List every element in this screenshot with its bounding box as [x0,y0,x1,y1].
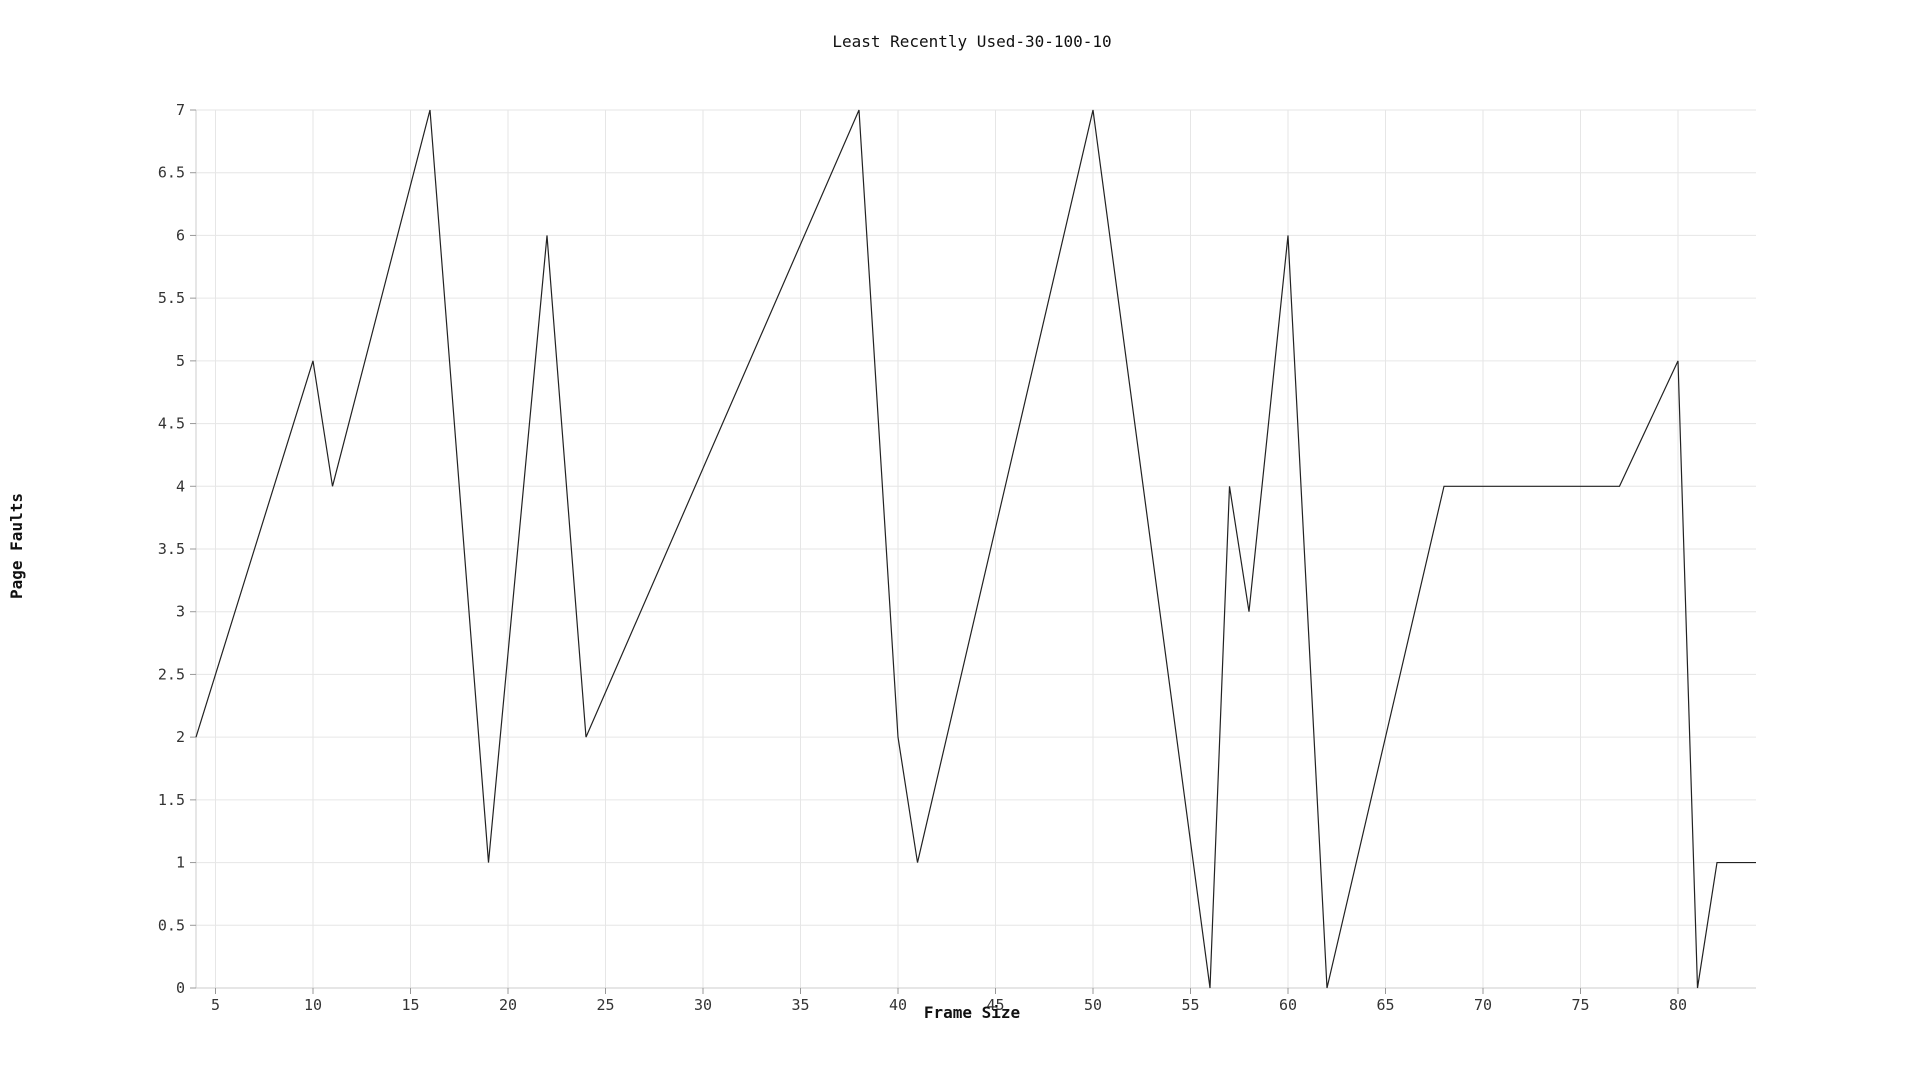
y-tick-label: 5.5 [158,289,185,307]
x-tick-label: 50 [1084,996,1102,1014]
y-tick-label: 3 [176,603,185,621]
x-tick-label: 30 [694,996,712,1014]
y-tick-label: 1.5 [158,791,185,809]
y-tick-label: 1 [176,854,185,872]
x-tick-label: 15 [401,996,419,1014]
x-tick-label: 5 [211,996,220,1014]
x-tick-label: 70 [1474,996,1492,1014]
x-tick-label: 35 [791,996,809,1014]
x-axis-ticks: 5 10 15 20 25 30 35 40 45 50 55 60 65 70 75 80 [211,988,1687,1014]
grid [196,109,1756,989]
x-tick-label: 45 [986,996,1004,1014]
y-tick-label: 4 [176,477,185,495]
series-group [195,109,1756,989]
x-tick-label: 55 [1181,996,1199,1014]
y-tick-label: 2.5 [158,665,185,683]
y-tick-label: 2 [176,728,185,746]
y-axis-label: Page Faults [7,493,26,599]
y-tick-label: 0.5 [158,916,185,934]
series-line [195,109,1756,989]
x-tick-label: 10 [304,996,322,1014]
x-tick-label: 20 [499,996,517,1014]
y-tick-label: 6 [176,226,185,244]
x-tick-label: 60 [1279,996,1297,1014]
chart-title: Least Recently Used-30-100-10 [832,32,1111,51]
x-tick-label: 80 [1669,996,1687,1014]
y-axis-ticks: 0 0.5 1 1.5 2 2.5 3 3.5 4 4.5 5 5.5 6 6.5 7 [158,101,196,997]
y-tick-label: 5 [176,352,185,370]
x-tick-label: 25 [596,996,614,1014]
x-tick-label: 75 [1571,996,1589,1014]
x-tick-label: 65 [1376,996,1394,1014]
x-tick-label: 40 [889,996,907,1014]
x-axis-label: Frame Size [924,1003,1020,1022]
y-tick-label: 4.5 [158,415,185,433]
y-tick-label: 7 [176,101,185,119]
y-tick-label: 6.5 [158,164,185,182]
y-tick-label: 3.5 [158,540,185,558]
y-tick-label: 0 [176,979,185,997]
